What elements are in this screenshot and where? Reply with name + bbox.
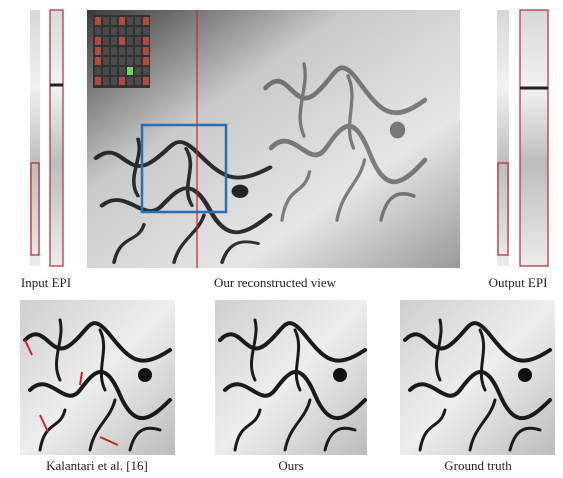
view-cell — [143, 37, 149, 45]
view-cell — [135, 27, 141, 35]
view-cell — [103, 27, 109, 35]
view-cell — [127, 57, 133, 65]
view-cell — [135, 47, 141, 55]
label: Input EPI — [21, 275, 71, 290]
view-cell — [119, 67, 125, 75]
view-cell — [111, 67, 117, 75]
view-cell — [95, 37, 101, 45]
input-epi — [30, 9, 64, 267]
view-cell — [103, 77, 109, 85]
view-cell — [111, 47, 117, 55]
view-cell — [103, 57, 109, 65]
view-cell — [111, 17, 117, 25]
view-cell — [95, 27, 101, 35]
label: Ours — [278, 458, 303, 473]
view-cell — [95, 47, 101, 55]
label: Ground truth — [444, 458, 512, 473]
view-cell — [119, 17, 125, 25]
view-cell — [95, 67, 101, 75]
view-cell — [135, 67, 141, 75]
view-cell — [95, 57, 101, 65]
view-cell — [143, 27, 149, 35]
view-cell — [127, 17, 133, 25]
label: Kalantari et al. [16] — [46, 458, 148, 473]
view-cell — [143, 57, 149, 65]
view-cell — [127, 77, 133, 85]
view-cell — [111, 37, 117, 45]
view-cell — [143, 77, 149, 85]
view-cell — [127, 37, 133, 45]
label: Output EPI — [489, 275, 548, 290]
view-cell — [103, 17, 109, 25]
view-cell — [103, 67, 109, 75]
view-cell — [111, 57, 117, 65]
view-cell — [127, 67, 133, 75]
view-cell — [111, 27, 117, 35]
reconstructed-view — [87, 10, 460, 268]
view-cell — [95, 17, 101, 25]
view-cell — [111, 77, 117, 85]
view-cell — [119, 77, 125, 85]
view-cell — [119, 57, 125, 65]
crop-ours — [215, 300, 367, 455]
view-cell — [135, 17, 141, 25]
view-cell — [95, 77, 101, 85]
output-epi — [497, 9, 549, 267]
view-cell — [135, 57, 141, 65]
view-cell — [127, 47, 133, 55]
view-cell — [103, 47, 109, 55]
view-cell — [135, 77, 141, 85]
view-cell — [127, 27, 133, 35]
view-cell — [143, 67, 149, 75]
crop-kalantari — [20, 300, 175, 455]
view-cell — [119, 27, 125, 35]
view-cell — [143, 17, 149, 25]
view-cell — [103, 37, 109, 45]
view-cell — [119, 37, 125, 45]
view-cell — [119, 47, 125, 55]
crop-ground-truth — [400, 300, 555, 455]
view-cell — [135, 37, 141, 45]
view-cell — [143, 47, 149, 55]
label: Our reconstructed view — [214, 275, 337, 290]
